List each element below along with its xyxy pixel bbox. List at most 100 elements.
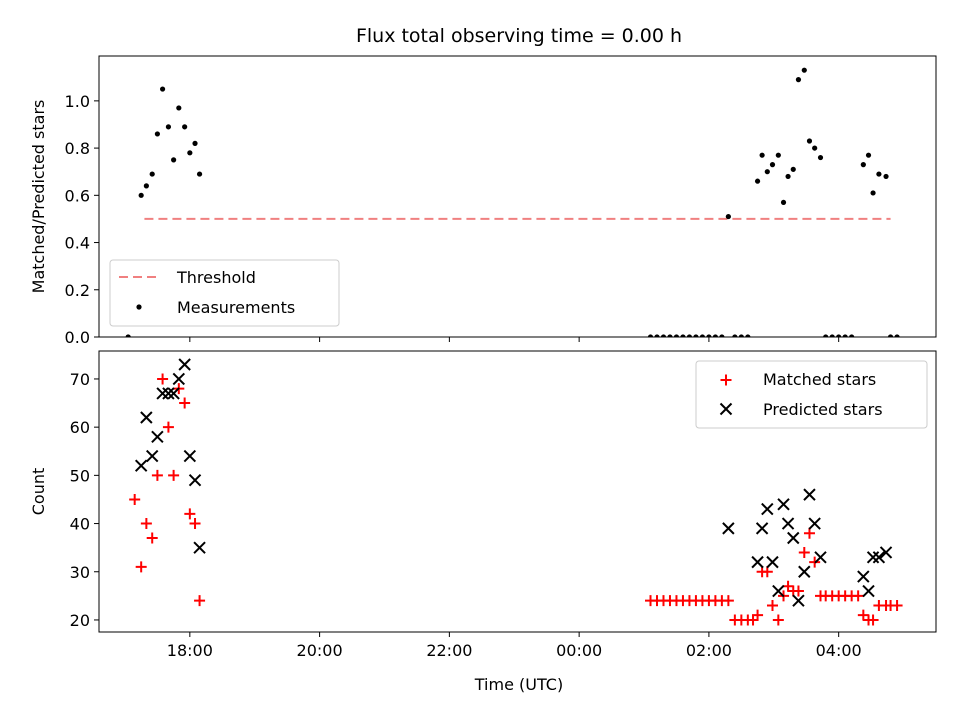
predicted-star-point xyxy=(751,555,764,569)
predicted-star-point xyxy=(755,522,769,535)
predicted-star-point xyxy=(761,502,774,516)
measurement-point xyxy=(836,334,842,337)
measurement-point xyxy=(865,152,872,158)
measurement-point xyxy=(693,334,699,337)
predicted-star-point xyxy=(803,488,816,501)
measurement-point xyxy=(159,86,166,92)
measurement-point xyxy=(725,213,731,220)
predicted-star-point xyxy=(879,546,893,559)
series-measurements xyxy=(125,67,900,337)
matched-star-point xyxy=(792,585,804,597)
top-legend: Threshold Measurements xyxy=(109,259,340,327)
predicted-star-point xyxy=(777,498,790,511)
measurement-point xyxy=(699,334,706,337)
measurement-point xyxy=(769,162,776,168)
predicted-star-point xyxy=(151,430,164,444)
measurement-point xyxy=(673,334,680,337)
measurement-point xyxy=(149,171,155,177)
matched-star-point xyxy=(194,595,206,607)
matched-star-point xyxy=(184,508,196,520)
measurement-point xyxy=(817,154,824,161)
measurement-point xyxy=(780,199,787,206)
matched-star-point xyxy=(857,609,869,621)
measurement-point xyxy=(732,334,738,337)
bottom-y-tick-label: 40 xyxy=(70,515,90,534)
bottom-y-tick-label: 70 xyxy=(70,370,90,389)
top-markers xyxy=(125,67,900,337)
x-tick-label: 18:00 xyxy=(167,641,213,660)
measurement-point xyxy=(654,334,660,337)
measurement-point xyxy=(660,334,667,337)
bottom-y-tick-label: 60 xyxy=(70,418,90,437)
predicted-star-point xyxy=(808,517,821,530)
matched-star-point xyxy=(761,566,773,578)
legend-box xyxy=(695,360,928,429)
measurement-point xyxy=(738,334,744,337)
matched-star-point xyxy=(151,469,163,481)
measurement-point xyxy=(154,131,160,137)
matched-star-point xyxy=(852,590,864,602)
measurement-point xyxy=(187,150,193,156)
predicted-star-point xyxy=(814,551,827,564)
top-y-tick-label: 0.0 xyxy=(65,328,90,347)
matched-star-point xyxy=(772,614,784,626)
measurement-point xyxy=(894,334,900,337)
top-y-tick-label: 0.4 xyxy=(65,234,90,253)
measurement-point xyxy=(745,334,751,337)
measurement-point xyxy=(790,166,796,172)
legend-threshold-label: Threshold xyxy=(176,268,256,287)
bottom-legend: Matched stars Predicted stars xyxy=(695,360,928,429)
count-panel: 18:00 20:00 22:00 00:00 02:00 04:00 20 30 40 50 60… xyxy=(29,350,937,660)
legend-box xyxy=(109,259,340,327)
legend-matched-label: Matched stars xyxy=(763,370,876,389)
measurement-point xyxy=(759,152,765,158)
top-y-tick-label: 0.2 xyxy=(65,281,90,300)
bottom-y-tick-label: 20 xyxy=(70,611,90,630)
matched-star-point xyxy=(157,373,169,385)
measurement-point xyxy=(849,334,855,337)
measurement-point xyxy=(125,334,131,337)
predicted-star-point xyxy=(792,594,805,607)
measurement-point xyxy=(686,334,693,337)
legend-measurement-swatch xyxy=(136,304,142,310)
bottom-y-axis-label: Count xyxy=(29,468,48,516)
measurement-point xyxy=(680,334,686,337)
measurement-point xyxy=(764,169,770,175)
matched-star-point xyxy=(722,595,734,607)
measurement-point xyxy=(196,171,203,177)
matched-star-point xyxy=(867,614,879,626)
measurement-point xyxy=(138,192,144,198)
matched-star-point xyxy=(766,599,778,611)
top-y-tick-label: 0.8 xyxy=(65,139,90,158)
predicted-star-point xyxy=(766,555,779,569)
predicted-star-point xyxy=(172,372,186,386)
predicted-star-point xyxy=(183,449,197,463)
measurement-point xyxy=(860,162,866,168)
series-predicted-stars xyxy=(134,358,893,607)
measurement-point xyxy=(883,173,889,180)
predicted-star-point xyxy=(772,584,785,598)
measurement-point xyxy=(806,138,813,144)
predicted-star-point xyxy=(140,411,153,424)
predicted-star-point xyxy=(193,541,206,554)
measurement-point xyxy=(842,334,848,337)
measurement-point xyxy=(887,334,894,337)
matched-star-point xyxy=(798,546,810,558)
bottom-markers xyxy=(129,358,903,626)
measurement-point xyxy=(192,140,198,146)
predicted-star-point xyxy=(787,531,800,545)
matched-star-point xyxy=(168,469,180,481)
measurement-point xyxy=(876,171,882,177)
x-tick-label: 22:00 xyxy=(426,641,472,660)
matched-star-point xyxy=(189,518,201,530)
predicted-star-point xyxy=(145,449,159,463)
predicted-star-point xyxy=(866,551,880,564)
measurement-point xyxy=(667,334,673,337)
predicted-star-point xyxy=(156,387,169,400)
measurement-point xyxy=(775,152,781,158)
measurement-point xyxy=(712,334,718,337)
bottom-y-tick-label: 30 xyxy=(70,563,90,582)
x-tick-label: 20:00 xyxy=(297,641,343,660)
